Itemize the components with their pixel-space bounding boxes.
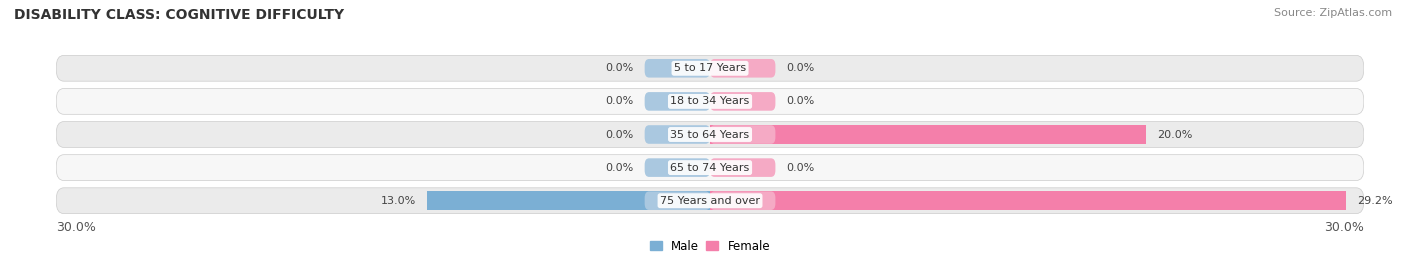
Text: 18 to 34 Years: 18 to 34 Years xyxy=(671,96,749,107)
Text: 0.0%: 0.0% xyxy=(786,162,814,173)
Text: DISABILITY CLASS: COGNITIVE DIFFICULTY: DISABILITY CLASS: COGNITIVE DIFFICULTY xyxy=(14,8,344,22)
FancyBboxPatch shape xyxy=(644,192,710,210)
FancyBboxPatch shape xyxy=(56,155,1364,180)
Text: 0.0%: 0.0% xyxy=(606,162,634,173)
Bar xyxy=(427,192,710,210)
FancyBboxPatch shape xyxy=(710,92,776,111)
Text: 0.0%: 0.0% xyxy=(786,63,814,73)
FancyBboxPatch shape xyxy=(710,158,776,177)
Text: 30.0%: 30.0% xyxy=(56,221,96,233)
Text: Source: ZipAtlas.com: Source: ZipAtlas.com xyxy=(1274,8,1392,18)
FancyBboxPatch shape xyxy=(644,92,710,111)
Bar xyxy=(710,192,1347,210)
Text: 29.2%: 29.2% xyxy=(1357,196,1393,206)
Text: 65 to 74 Years: 65 to 74 Years xyxy=(671,162,749,173)
Text: 0.0%: 0.0% xyxy=(786,96,814,107)
Text: 0.0%: 0.0% xyxy=(606,63,634,73)
Bar xyxy=(710,125,1146,144)
Text: 0.0%: 0.0% xyxy=(606,96,634,107)
Text: 35 to 64 Years: 35 to 64 Years xyxy=(671,129,749,140)
FancyBboxPatch shape xyxy=(56,122,1364,147)
Text: 0.0%: 0.0% xyxy=(606,129,634,140)
Text: 5 to 17 Years: 5 to 17 Years xyxy=(673,63,747,73)
FancyBboxPatch shape xyxy=(644,59,710,77)
FancyBboxPatch shape xyxy=(644,158,710,177)
FancyBboxPatch shape xyxy=(56,89,1364,114)
Text: 75 Years and over: 75 Years and over xyxy=(659,196,761,206)
FancyBboxPatch shape xyxy=(710,192,776,210)
Text: 30.0%: 30.0% xyxy=(1324,221,1364,233)
FancyBboxPatch shape xyxy=(644,125,710,144)
FancyBboxPatch shape xyxy=(710,59,776,77)
Text: 13.0%: 13.0% xyxy=(381,196,416,206)
Legend: Male, Female: Male, Female xyxy=(650,240,770,253)
Text: 20.0%: 20.0% xyxy=(1157,129,1192,140)
FancyBboxPatch shape xyxy=(56,55,1364,81)
FancyBboxPatch shape xyxy=(710,125,776,144)
FancyBboxPatch shape xyxy=(56,188,1364,214)
